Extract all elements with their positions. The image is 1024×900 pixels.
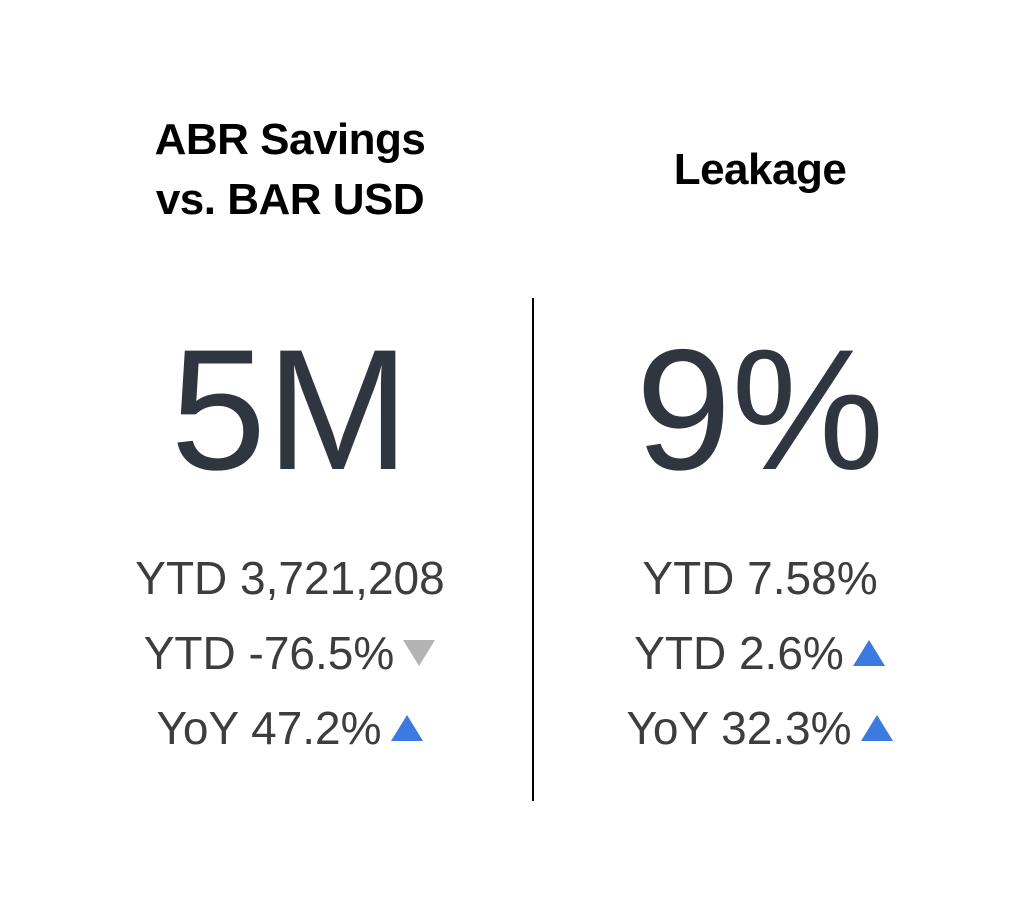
title-line: Leakage (673, 145, 847, 194)
metric-text: YoY 32.3% (626, 701, 852, 754)
trend-arrow (860, 714, 893, 741)
metric-row: YoY 32.3% (525, 690, 995, 765)
trend-arrow (852, 639, 885, 666)
arrow-up (390, 714, 423, 741)
panel-title: Leakage (525, 100, 995, 240)
panel-title: ABR Savings vs. BAR USD (55, 100, 525, 240)
trend-arrow (403, 639, 436, 666)
metric-row: YoY 47.2% (55, 690, 525, 765)
metric-text: YTD -76.5% (143, 626, 395, 679)
metric-row: YTD 7.58% (525, 540, 995, 615)
kpi-value: 5M (170, 314, 410, 506)
title-line: ABR Savings (154, 115, 426, 164)
metric-text: YoY 47.2% (156, 701, 382, 754)
kpi-value: 9% (635, 314, 885, 506)
trend-arrow (390, 714, 423, 741)
metric-text: YTD 3,721,208 (135, 551, 445, 604)
metric-list: YTD 7.58% YTD 2.6% YoY 32.3% (525, 540, 995, 765)
metric-text: YTD 2.6% (634, 626, 844, 679)
kpi-panel: Leakage 9% YTD 7.58% YTD 2.6% YoY 32.3% (525, 0, 995, 900)
arrow-down (403, 639, 436, 666)
arrow-up (852, 639, 885, 666)
divider (532, 298, 534, 801)
kpi-panel: ABR Savings vs. BAR USD 5M YTD 3,721,208 YTD… (55, 0, 525, 900)
metric-row: YTD -76.5% (55, 615, 525, 690)
arrow-up (860, 714, 893, 741)
metric-row: YTD 3,721,208 (55, 540, 525, 615)
metric-list: YTD 3,721,208 YTD -76.5% YoY 47.2% (55, 540, 525, 765)
metric-text: YTD 7.58% (642, 551, 878, 604)
metric-row: YTD 2.6% (525, 615, 995, 690)
title-line: vs. BAR USD (155, 175, 425, 224)
